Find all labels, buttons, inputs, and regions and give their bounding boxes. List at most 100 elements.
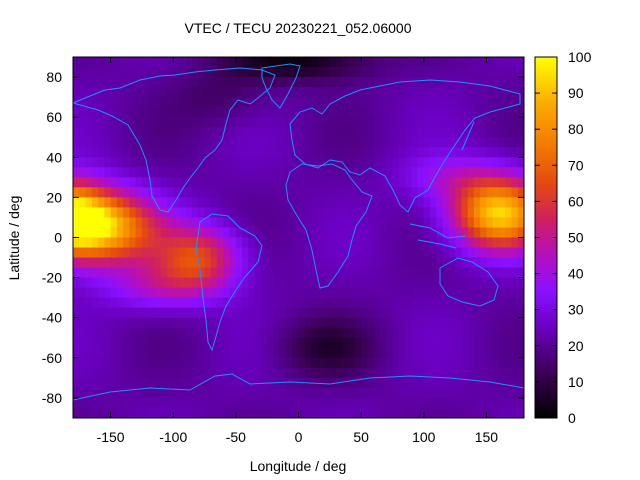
heatmap-cell xyxy=(304,187,312,198)
heatmap-cell xyxy=(123,397,130,409)
heatmap-cell xyxy=(242,177,249,188)
heatmap-cell xyxy=(91,127,99,138)
heatmap-cell xyxy=(492,227,500,239)
heatmap-cell xyxy=(141,407,149,418)
heatmap-cell xyxy=(473,77,481,88)
heatmap-cell xyxy=(436,157,444,168)
heatmap-cell xyxy=(279,277,287,289)
heatmap-cell xyxy=(279,257,287,269)
heatmap-cell xyxy=(505,347,513,359)
heatmap-cell xyxy=(179,337,187,349)
heatmap-cell xyxy=(248,287,256,299)
heatmap-cell xyxy=(448,107,456,118)
heatmap-cell xyxy=(336,167,343,178)
heatmap-cell xyxy=(85,337,93,349)
heatmap-cell xyxy=(123,117,130,128)
heatmap-cell xyxy=(123,367,130,379)
heatmap-cell xyxy=(192,397,199,409)
heatmap-cell xyxy=(480,137,488,148)
heatmap-cell xyxy=(267,217,275,229)
heatmap-cell xyxy=(260,287,268,299)
heatmap-cell xyxy=(354,287,362,299)
heatmap-cell xyxy=(110,387,118,399)
heatmap-cell xyxy=(279,387,287,399)
heatmap-cell xyxy=(198,367,206,379)
heatmap-cell xyxy=(116,317,124,329)
heatmap-cell xyxy=(148,177,156,188)
heatmap-cell xyxy=(179,237,187,249)
heatmap-cell xyxy=(423,347,431,359)
heatmap-cell xyxy=(217,347,224,359)
heatmap-cell xyxy=(192,297,199,309)
heatmap-cell xyxy=(79,267,87,279)
heatmap-cell xyxy=(442,107,450,118)
heatmap-cell xyxy=(336,57,343,68)
heatmap-cell xyxy=(511,217,519,229)
heatmap-cell xyxy=(398,367,406,379)
heatmap-cell xyxy=(79,177,87,188)
heatmap-cell xyxy=(267,107,275,118)
heatmap-cell xyxy=(486,377,494,389)
heatmap-cell xyxy=(248,77,256,88)
heatmap-cell xyxy=(292,227,300,239)
heatmap-cell xyxy=(304,287,312,299)
heatmap-cell xyxy=(461,207,469,219)
heatmap-cell xyxy=(254,407,262,418)
heatmap-cell xyxy=(104,327,112,339)
heatmap-cell xyxy=(129,347,137,359)
heatmap-cell xyxy=(91,217,99,229)
heatmap-cell xyxy=(91,397,99,409)
heatmap-cell xyxy=(448,147,456,158)
heatmap-cell xyxy=(210,167,218,178)
heatmap-cell xyxy=(235,387,243,399)
heatmap-cell xyxy=(404,387,412,399)
heatmap-cell xyxy=(329,87,337,98)
heatmap-cell xyxy=(411,367,419,379)
heatmap-cell xyxy=(461,387,469,399)
heatmap-cell xyxy=(192,367,199,379)
heatmap-cell xyxy=(235,287,243,299)
heatmap-cell xyxy=(260,297,268,309)
heatmap-cell xyxy=(386,177,394,188)
heatmap-cell xyxy=(505,147,513,158)
heatmap-cell xyxy=(498,367,506,379)
heatmap-cell xyxy=(204,307,212,319)
heatmap-cell xyxy=(436,177,444,188)
heatmap-cell xyxy=(192,227,199,239)
heatmap-cell xyxy=(398,327,406,339)
heatmap-cell xyxy=(110,347,118,359)
heatmap-cell xyxy=(254,237,262,249)
heatmap-cell xyxy=(298,197,306,209)
heatmap-cell xyxy=(323,407,331,418)
heatmap-cell xyxy=(304,177,312,188)
heatmap-cell xyxy=(129,147,137,158)
heatmap-cell xyxy=(336,217,343,229)
heatmap-cell xyxy=(141,287,149,299)
heatmap-cell xyxy=(505,327,513,339)
heatmap-cell xyxy=(361,127,369,138)
heatmap-cell xyxy=(148,267,156,279)
heatmap-cell xyxy=(367,227,375,239)
heatmap-cell xyxy=(185,157,193,168)
heatmap-cell xyxy=(179,157,187,168)
heatmap-cell xyxy=(229,257,237,269)
heatmap-cell xyxy=(361,287,369,299)
heatmap-cell xyxy=(448,277,456,289)
heatmap-cell xyxy=(480,237,488,249)
heatmap-cell xyxy=(304,307,312,319)
heatmap-cell xyxy=(505,387,513,399)
heatmap-cell xyxy=(185,77,193,88)
heatmap-cell xyxy=(185,397,193,409)
heatmap-cell xyxy=(229,67,237,78)
heatmap-cell xyxy=(304,217,312,229)
heatmap-cell xyxy=(123,307,130,319)
heatmap-cell xyxy=(223,147,231,158)
heatmap-cell xyxy=(342,267,350,279)
heatmap-cell xyxy=(173,57,181,68)
heatmap-cell xyxy=(436,197,444,209)
chart-title: VTEC / TECU 20230221_052.06000 xyxy=(184,20,411,36)
heatmap-cell xyxy=(254,387,262,399)
heatmap-cell xyxy=(242,247,249,259)
heatmap-cell xyxy=(260,127,268,138)
heatmap-cell xyxy=(254,257,262,269)
